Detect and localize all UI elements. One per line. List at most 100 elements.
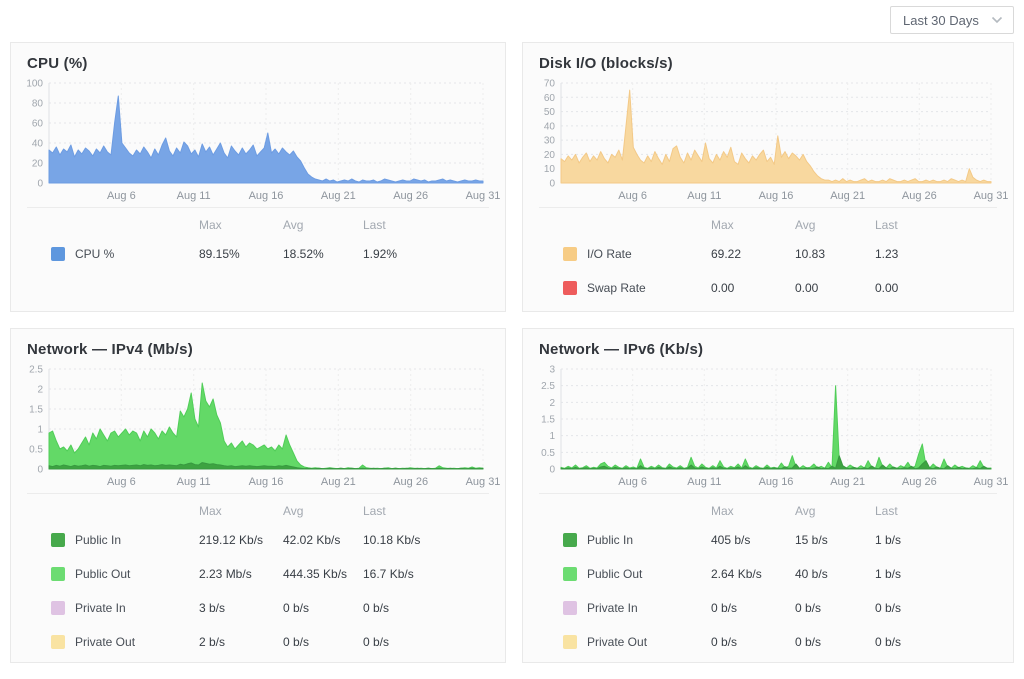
legend-avg: 0 b/s (283, 635, 310, 649)
legend-col-max: Max (711, 218, 734, 232)
divider (539, 207, 997, 208)
svg-text:0: 0 (549, 179, 555, 190)
legend-last: 1.92% (363, 247, 398, 261)
legend-col-last: Last (875, 504, 898, 518)
svg-text:Aug 11: Aug 11 (177, 190, 211, 202)
svg-text:1.5: 1.5 (541, 415, 555, 426)
cpu-panel-title: CPU (%) (27, 55, 88, 72)
legend-avg: 42.02 Kb/s (283, 533, 341, 547)
legend-last: 0 b/s (363, 635, 390, 649)
svg-text:0.5: 0.5 (541, 448, 555, 459)
network-ipv6-panel-title: Network — IPv6 (Kb/s) (539, 341, 704, 358)
public-out-swatch (563, 567, 577, 581)
legend-row: Public Out 2.64 Kb/s 40 b/s 1 b/s (539, 557, 997, 591)
svg-text:Aug 21: Aug 21 (321, 190, 356, 202)
legend-row: CPU % 89.15% 18.52% 1.92% (27, 237, 489, 271)
time-range-select[interactable]: Last 30 Days (890, 6, 1014, 34)
svg-text:2.5: 2.5 (541, 381, 555, 392)
svg-text:Aug 31: Aug 31 (974, 190, 1009, 202)
public-in-swatch (51, 533, 65, 547)
legend-label: Public Out (75, 567, 131, 581)
cpu-panel: CPU (%) 0 20 40 60 80 100 Aug 6 Aug 11 Aug 16 Aug… (10, 42, 506, 312)
legend-row: Private In 3 b/s 0 b/s 0 b/s (27, 591, 489, 625)
legend-last: 0 b/s (875, 601, 902, 615)
svg-text:Aug 26: Aug 26 (393, 476, 428, 488)
time-range-value: Last 30 Days (903, 12, 979, 28)
svg-text:50: 50 (544, 107, 556, 118)
legend-last: 1 b/s (875, 567, 902, 581)
legend-max: 3 b/s (199, 601, 226, 615)
legend-header: Max Avg Last (27, 499, 489, 523)
legend-max: 89.15% (199, 247, 240, 261)
svg-text:Aug 6: Aug 6 (618, 190, 647, 202)
legend-col-max: Max (711, 504, 734, 518)
cpu-chart: 0 20 40 60 80 100 Aug 6 Aug 11 Aug 16 Aug 21 Aug 2… (19, 71, 500, 203)
network-ipv4-panel-title: Network — IPv4 (Mb/s) (27, 341, 193, 358)
network-ipv4-chart: 0 0.5 1 1.5 2 2.5 Aug 6 Aug 11 Aug 16 Aug 21 Aug 2… (19, 357, 500, 489)
legend-max: 2.64 Kb/s (711, 567, 762, 581)
legend-max: 0 b/s (711, 635, 738, 649)
divider (539, 493, 997, 494)
legend-col-avg: Avg (283, 218, 304, 232)
cpu-swatch (51, 247, 65, 261)
legend-avg: 40 b/s (795, 567, 828, 581)
public-in-swatch (563, 533, 577, 547)
legend-header: Max Avg Last (539, 499, 997, 523)
chevron-down-icon (991, 16, 1003, 24)
legend-avg: 10.83 (795, 247, 826, 261)
legend-last: 0 b/s (875, 635, 902, 649)
legend-max: 69.22 (711, 247, 742, 261)
private-out-swatch (563, 635, 577, 649)
svg-text:Aug 26: Aug 26 (902, 476, 937, 488)
svg-text:Aug 21: Aug 21 (321, 476, 356, 488)
legend-row: Public Out 2.23 Mb/s 444.35 Kb/s 16.7 Kb… (27, 557, 489, 591)
svg-text:10: 10 (544, 164, 556, 175)
svg-text:1.5: 1.5 (29, 405, 43, 416)
svg-text:40: 40 (32, 139, 44, 150)
svg-text:30: 30 (544, 136, 556, 147)
svg-text:0: 0 (549, 465, 555, 476)
legend-label: Public Out (587, 567, 643, 581)
svg-text:40: 40 (544, 121, 556, 132)
legend-col-avg: Avg (795, 218, 816, 232)
network-ipv4-panel: Network — IPv4 (Mb/s) 0 0.5 1 1.5 2 2.5 Aug 6 A… (10, 328, 506, 663)
cpu-legend: Max Avg Last CPU % 89.15% 18.52% 1.92% (27, 213, 489, 271)
legend-header: Max Avg Last (27, 213, 489, 237)
legend-last: 1 b/s (875, 533, 902, 547)
disk-io-panel-title: Disk I/O (blocks/s) (539, 55, 673, 72)
legend-max: 219.12 Kb/s (199, 533, 264, 547)
private-in-swatch (563, 601, 577, 615)
svg-text:0: 0 (37, 179, 43, 190)
disk-io-chart: 0 10 20 30 40 50 60 70 Aug 6 Aug 11 Aug 16 Aug 21 Au… (531, 71, 1009, 203)
svg-text:Aug 16: Aug 16 (249, 190, 284, 202)
legend-max: 2.23 Mb/s (199, 567, 252, 581)
svg-text:Aug 6: Aug 6 (107, 476, 136, 488)
svg-text:Aug 31: Aug 31 (974, 476, 1009, 488)
legend-label: Private In (587, 601, 638, 615)
legend-col-max: Max (199, 218, 222, 232)
svg-text:Aug 6: Aug 6 (618, 476, 647, 488)
disk-io-legend: Max Avg Last I/O Rate 69.22 10.83 1.23 S… (539, 213, 997, 305)
svg-text:0.5: 0.5 (29, 445, 43, 456)
divider (27, 207, 489, 208)
legend-avg: 0 b/s (795, 601, 822, 615)
legend-label: I/O Rate (587, 247, 632, 261)
legend-row: Swap Rate 0.00 0.00 0.00 (539, 271, 997, 305)
legend-row: Private Out 2 b/s 0 b/s 0 b/s (27, 625, 489, 659)
swap-rate-swatch (563, 281, 577, 295)
divider (27, 493, 489, 494)
svg-text:Aug 31: Aug 31 (466, 190, 501, 202)
svg-text:1: 1 (549, 431, 555, 442)
legend-label: Private Out (587, 635, 648, 649)
svg-text:Aug 11: Aug 11 (177, 476, 211, 488)
legend-avg: 18.52% (283, 247, 324, 261)
legend-col-avg: Avg (795, 504, 816, 518)
svg-text:80: 80 (32, 99, 44, 110)
legend-avg: 444.35 Kb/s (283, 567, 348, 581)
public-out-swatch (51, 567, 65, 581)
legend-max: 405 b/s (711, 533, 751, 547)
svg-text:2.5: 2.5 (29, 365, 43, 376)
network-ipv6-chart: 0 0.5 1 1.5 2 2.5 3 Aug 6 Aug 11 Aug 16 Aug 21 Aug … (531, 357, 1008, 489)
svg-text:20: 20 (32, 159, 44, 170)
legend-header: Max Avg Last (539, 213, 997, 237)
